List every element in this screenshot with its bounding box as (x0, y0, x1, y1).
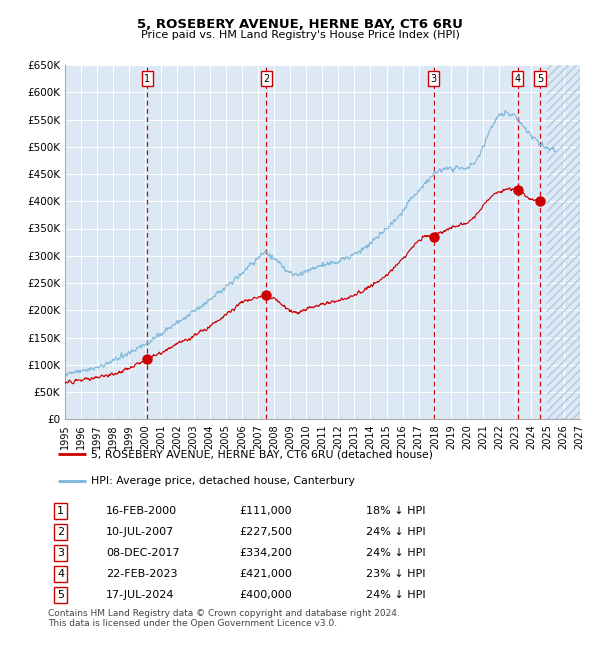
Bar (547, 65, 580, 419)
Text: 24% ↓ HPI: 24% ↓ HPI (365, 527, 425, 537)
Text: 24% ↓ HPI: 24% ↓ HPI (365, 590, 425, 600)
Text: 5, ROSEBERY AVENUE, HERNE BAY, CT6 6RU: 5, ROSEBERY AVENUE, HERNE BAY, CT6 6RU (137, 18, 463, 31)
Bar (547, 65, 580, 419)
Text: 5, ROSEBERY AVENUE, HERNE BAY, CT6 6RU (detached house): 5, ROSEBERY AVENUE, HERNE BAY, CT6 6RU (… (91, 449, 433, 459)
Text: This data is licensed under the Open Government Licence v3.0.: This data is licensed under the Open Gov… (48, 619, 337, 628)
Text: 17-JUL-2024: 17-JUL-2024 (106, 590, 175, 600)
Text: 4: 4 (514, 73, 521, 84)
Text: Contains HM Land Registry data © Crown copyright and database right 2024.: Contains HM Land Registry data © Crown c… (48, 609, 400, 618)
Text: 5: 5 (57, 590, 64, 600)
Text: 4: 4 (57, 569, 64, 579)
Text: 3: 3 (431, 73, 437, 84)
Text: 2: 2 (263, 73, 269, 84)
Text: 08-DEC-2017: 08-DEC-2017 (106, 548, 179, 558)
Text: 18% ↓ HPI: 18% ↓ HPI (365, 506, 425, 516)
Text: 16-FEB-2000: 16-FEB-2000 (106, 506, 177, 516)
Text: 24% ↓ HPI: 24% ↓ HPI (365, 548, 425, 558)
Text: £334,200: £334,200 (239, 548, 292, 558)
Text: 1: 1 (57, 506, 64, 516)
Text: HPI: Average price, detached house, Canterbury: HPI: Average price, detached house, Cant… (91, 476, 355, 486)
Text: 23% ↓ HPI: 23% ↓ HPI (365, 569, 425, 579)
Text: Price paid vs. HM Land Registry's House Price Index (HPI): Price paid vs. HM Land Registry's House … (140, 30, 460, 40)
Text: 3: 3 (57, 548, 64, 558)
Text: 1: 1 (144, 73, 150, 84)
Text: £400,000: £400,000 (239, 590, 292, 600)
Text: 22-FEB-2023: 22-FEB-2023 (106, 569, 178, 579)
Text: 5: 5 (537, 73, 543, 84)
Text: £111,000: £111,000 (239, 506, 292, 516)
Text: £227,500: £227,500 (239, 527, 293, 537)
Text: £421,000: £421,000 (239, 569, 292, 579)
Text: 10-JUL-2007: 10-JUL-2007 (106, 527, 174, 537)
Text: 2: 2 (57, 527, 64, 537)
